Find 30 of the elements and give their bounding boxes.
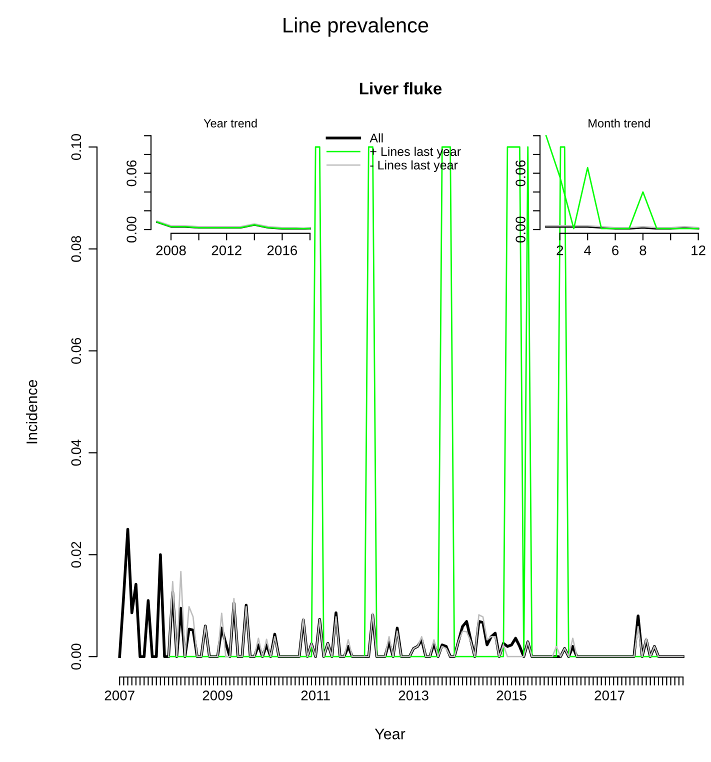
chart-title: Line prevalence: [284, 17, 428, 37]
x-tick-label: 4: [584, 246, 592, 256]
y-tick-label: 0.00: [516, 216, 526, 243]
x-tick-label: 2008: [156, 245, 186, 256]
y-tick-label: 0.08: [71, 236, 82, 262]
y-tick-label: 0.06: [126, 160, 136, 186]
chart-title: Year trend: [204, 118, 257, 128]
x-tick-label: 12: [692, 245, 706, 256]
y-tick-label: 0.02: [71, 542, 82, 568]
chart-subtitle: Liver fluke: [360, 82, 442, 94]
x-tick-label: 2011: [301, 690, 330, 700]
x-tick-label: 2016: [267, 245, 298, 256]
x-tick-label: 2012: [212, 245, 242, 256]
x-tick-label: 2007: [104, 690, 134, 700]
x-tick-label: 8: [640, 245, 646, 256]
y-tick-label: 0.10: [71, 134, 82, 160]
chart-title: Month trend: [588, 118, 650, 128]
y-tick-label: 0.06: [516, 160, 526, 186]
x-tick-label: 2015: [496, 690, 526, 700]
legend-label: All: [370, 133, 383, 142]
x-tick-label: 2017: [594, 690, 624, 700]
y-tick-label: 0.04: [71, 440, 82, 466]
y-tick-label: 0.00: [71, 644, 82, 670]
x-tick-label: 2009: [202, 690, 232, 700]
y-tick-label: 0.00: [126, 216, 136, 243]
y-tick-label: 0.06: [71, 338, 82, 364]
x-tick-label: 2013: [398, 690, 428, 700]
x-axis-title: Year: [374, 728, 406, 740]
y-axis-title: Incidence: [26, 380, 38, 444]
x-tick-label: 6: [612, 245, 619, 256]
